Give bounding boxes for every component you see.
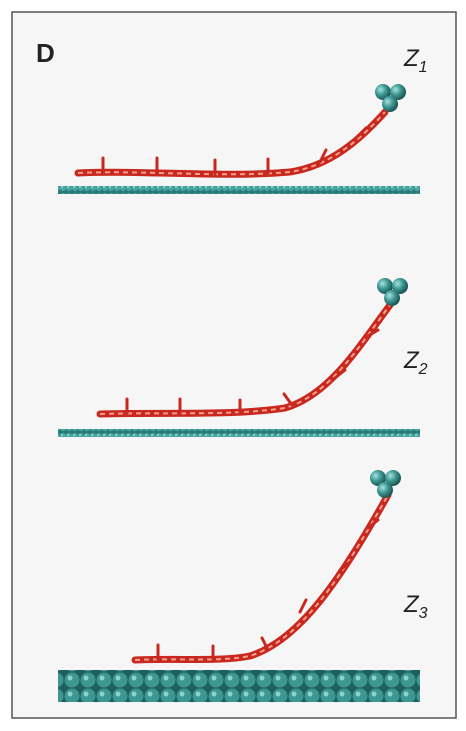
polymer-backbone (134, 494, 389, 661)
polymer-chain (96, 301, 394, 418)
side-groups (101, 126, 368, 176)
state-letter: Z (403, 591, 420, 618)
tip-cluster (377, 278, 408, 306)
state-subscript: 1 (419, 59, 428, 76)
tip-cluster (370, 470, 401, 498)
state-subscript: 2 (418, 361, 428, 378)
substrate (58, 429, 420, 437)
side-groups (125, 328, 380, 416)
polymer-backbone (77, 111, 386, 176)
state-label: Z2 (403, 347, 428, 378)
panel-frame (11, 11, 457, 719)
state-letter: Z (403, 45, 420, 72)
state-subscript: 3 (419, 605, 428, 622)
state-label: Z3 (403, 591, 428, 622)
substrate (58, 186, 420, 194)
panel-label: D (36, 38, 55, 68)
substrate (58, 670, 420, 702)
tip-cluster (375, 84, 406, 112)
state-letter: Z (403, 347, 420, 374)
state-label: Z1 (403, 45, 428, 76)
side-groups (156, 518, 380, 662)
